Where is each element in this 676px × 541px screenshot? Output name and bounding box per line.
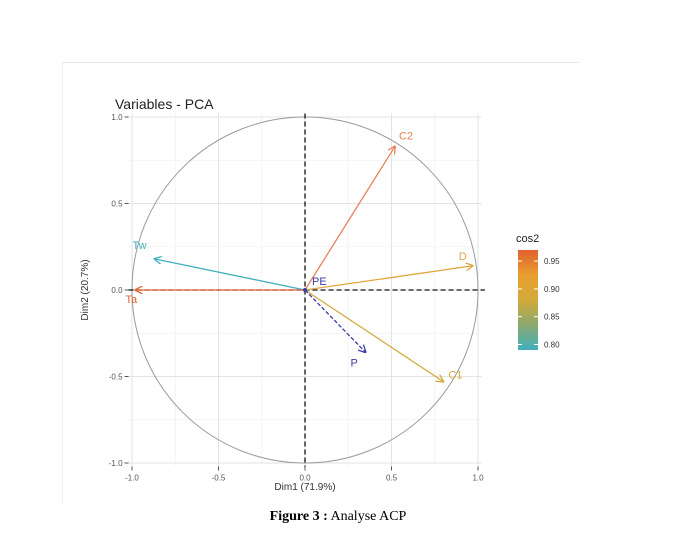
x-tick-label: 0.5	[386, 473, 398, 482]
x-tick-label: 1.0	[472, 473, 484, 482]
caption-text: Analyse ACP	[327, 509, 407, 524]
variable-arrow-c1	[304, 289, 443, 382]
y-tick-label: -0.5	[109, 373, 123, 382]
variable-arrow-tw	[154, 259, 306, 291]
legend-title: cos2	[516, 233, 539, 245]
y-tick-label: 0.0	[111, 286, 123, 295]
variable-label-ta: Ta	[125, 294, 137, 306]
chart-title: Variables - PCA	[115, 96, 214, 112]
variable-arrow-p	[304, 289, 366, 352]
y-tick-label: -1.0	[109, 459, 123, 468]
legend-tick-label: 0.85	[544, 313, 560, 322]
y-tick-label: 0.5	[111, 200, 123, 209]
variable-point-pe	[303, 288, 307, 292]
legend-tick-label: 0.90	[544, 285, 560, 294]
x-axis-title: Dim1 (71.9%)	[274, 482, 335, 493]
y-tick-label: 1.0	[111, 113, 123, 122]
y-axis-title: Dim2 (20.7%)	[80, 259, 91, 320]
cos2-legend: cos2 0.95 0.90 0.85 0.80	[516, 233, 560, 350]
caption-label: Figure 3 :	[269, 509, 328, 524]
legend-colorbar	[518, 250, 538, 350]
variable-label-pe: PE	[312, 276, 327, 288]
variable-label-d: D	[459, 251, 467, 263]
x-tick-label: -1.0	[125, 473, 139, 482]
variable-arrow-c2	[304, 146, 395, 291]
variable-arrow-d	[304, 266, 473, 291]
legend-tick-label: 0.80	[544, 340, 560, 349]
axes: -1.0 -0.5 0.0 0.5 1.0 1.0 0.5 0.0 -0.5 -1.0	[109, 113, 484, 482]
legend-tick-label: 0.95	[544, 257, 560, 266]
variable-label-p: P	[351, 357, 358, 369]
x-tick-label: -0.5	[212, 473, 226, 482]
figure-frame	[62, 62, 579, 503]
figure-caption: Figure 3 : Analyse ACP	[0, 509, 676, 525]
x-tick-label: 0.0	[299, 473, 311, 482]
variable-label-c1: C1	[448, 370, 462, 382]
variable-label-tw: Tw	[132, 240, 146, 252]
variable-label-c2: C2	[399, 130, 413, 142]
variable-arrows: C2 D C1 Tw Ta P PE	[125, 130, 472, 381]
